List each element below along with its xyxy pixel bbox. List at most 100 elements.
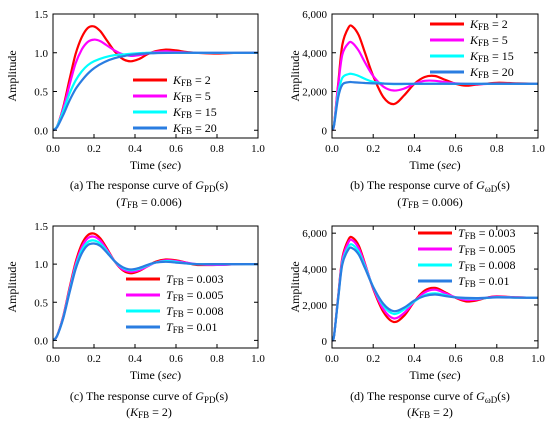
caption-subscript: PD [204,395,216,405]
caption-paren: ) [459,195,463,209]
legend-symbol: K [469,49,479,63]
legend-value: = 15 [489,49,514,63]
y-tick-label: 1.5 [34,9,48,21]
caption-paren: ( [397,195,401,209]
y-axis-label: Amplitude [288,261,302,312]
legend-value: = 0.008 [184,304,224,318]
legend-subscript: FB [478,70,489,80]
legend-symbol: T [458,274,466,288]
y-tick-label: 0.0 [34,335,48,347]
caption-text: (c) The response curve of [70,389,195,403]
legend-value: = 0.01 [184,320,218,334]
x-axis-label-text: ) [457,368,461,382]
x-tick-label: 0.0 [46,143,60,155]
x-tick-label: 1.0 [251,143,265,155]
legend-subscript: FB [181,94,192,104]
caption-parameter-value: = 2 [430,405,449,419]
x-axis-label-text: ) [177,158,181,172]
panel-caption-parameter: (TFB = 0.006) [116,195,181,210]
x-tick-label: 0.4 [128,143,142,155]
caption-parameter-subscript: FB [138,410,149,420]
legend-subscript: FB [173,325,184,335]
legend-value: = 0.003 [476,226,516,240]
caption-argument: (s) [215,389,228,403]
caption-parameter-symbol: K [410,405,420,419]
legend-symbol: K [469,33,479,47]
x-axis-label-unit: sec [441,368,457,382]
legend-subscript: FB [173,293,184,303]
legend-subscript: FB [465,263,476,273]
y-tick-label: 2,000 [302,87,327,99]
x-tick-label: 1.0 [251,353,265,365]
legend-label: TFB = 0.01 [458,274,509,289]
legend-value: = 0.01 [476,274,510,288]
legend-label: TFB = 0.008 [458,258,515,273]
x-axis-label-text: ) [457,158,461,172]
legend-label: TFB = 0.005 [166,288,223,303]
caption-parameter-subscript: FB [127,200,138,210]
legend-value: = 5 [489,33,508,47]
legend-symbol: T [458,242,466,256]
legend-symbol: T [166,320,174,334]
x-tick-label: 1.0 [531,143,545,155]
x-tick-label: 0.6 [169,143,183,155]
x-axis-label: Time (sec) [130,368,181,382]
y-tick-label: 1.0 [34,48,48,60]
legend-label: KFB = 20 [172,121,217,136]
legend-value: = 0.003 [184,272,224,286]
legend-value: = 2 [192,73,211,87]
series-line-3 [53,242,258,342]
x-tick-label: 0.2 [87,143,101,155]
caption-subscript: ωD [485,395,498,405]
legend-label: KFB = 2 [172,73,211,88]
caption-text: (d) The response curve of [350,389,476,403]
panel-caption-parameter: (KFB = 2) [126,405,172,420]
legend-value: = 0.005 [476,242,516,256]
x-tick-label: 0.8 [490,353,504,365]
legend-label: TFB = 0.003 [166,272,223,287]
panel-caption-parameter: (TFB = 0.006) [397,195,462,210]
x-axis-label-text: Time ( [130,158,162,172]
x-axis-label-unit: sec [441,158,457,172]
x-tick-label: 1.0 [531,353,545,365]
legend-label: KFB = 5 [469,33,508,48]
legend-value: = 0.005 [184,288,224,302]
legend-label: KFB = 15 [172,105,217,120]
legend-symbol: K [469,65,479,79]
y-tick-label: 6,000 [302,228,327,240]
legend-symbol: K [172,105,182,119]
y-tick-label: 1.0 [34,259,48,271]
legend-value: = 0.008 [476,258,516,272]
legend-value: = 20 [192,121,217,135]
legend-symbol: T [166,272,174,286]
x-tick-label: 0.2 [87,353,101,365]
caption-paren: ( [126,405,130,419]
legend-label: TFB = 0.003 [458,226,515,241]
x-axis-label: Time (sec) [130,158,181,172]
legend-value: = 15 [192,105,217,119]
legend-subscript: FB [173,309,184,319]
caption-subscript: ωD [485,184,498,194]
y-axis-label: Amplitude [5,50,19,101]
y-tick-label: 0.5 [34,87,48,99]
x-axis-label-text: Time ( [409,368,441,382]
chart-panel-d: 0.0 0.2 0.4 0.6 0.8 1.0 0 2,000 4,000 6,000 Time (… [288,225,545,420]
y-tick-label: 0.0 [34,125,48,137]
x-axis-label-unit: sec [162,368,178,382]
legend-value: = 5 [192,89,211,103]
legend-label: TFB = 0.01 [166,320,217,335]
legend-subscript: FB [465,247,476,257]
legend-label: TFB = 0.008 [166,304,223,319]
legend-value: = 2 [489,17,508,31]
plot-frame [52,225,259,349]
caption-parameter-value: = 0.006 [138,195,178,209]
caption-paren: ( [407,405,411,419]
x-axis-label: Time (sec) [409,368,460,382]
panel-caption-parameter: (KFB = 2) [407,405,453,420]
legend-subscript: FB [478,38,489,48]
y-tick-label: 0 [322,125,328,137]
x-tick-label: 0.6 [449,353,463,365]
caption-parameter-symbol: K [129,405,139,419]
caption-argument: (s) [215,178,228,192]
